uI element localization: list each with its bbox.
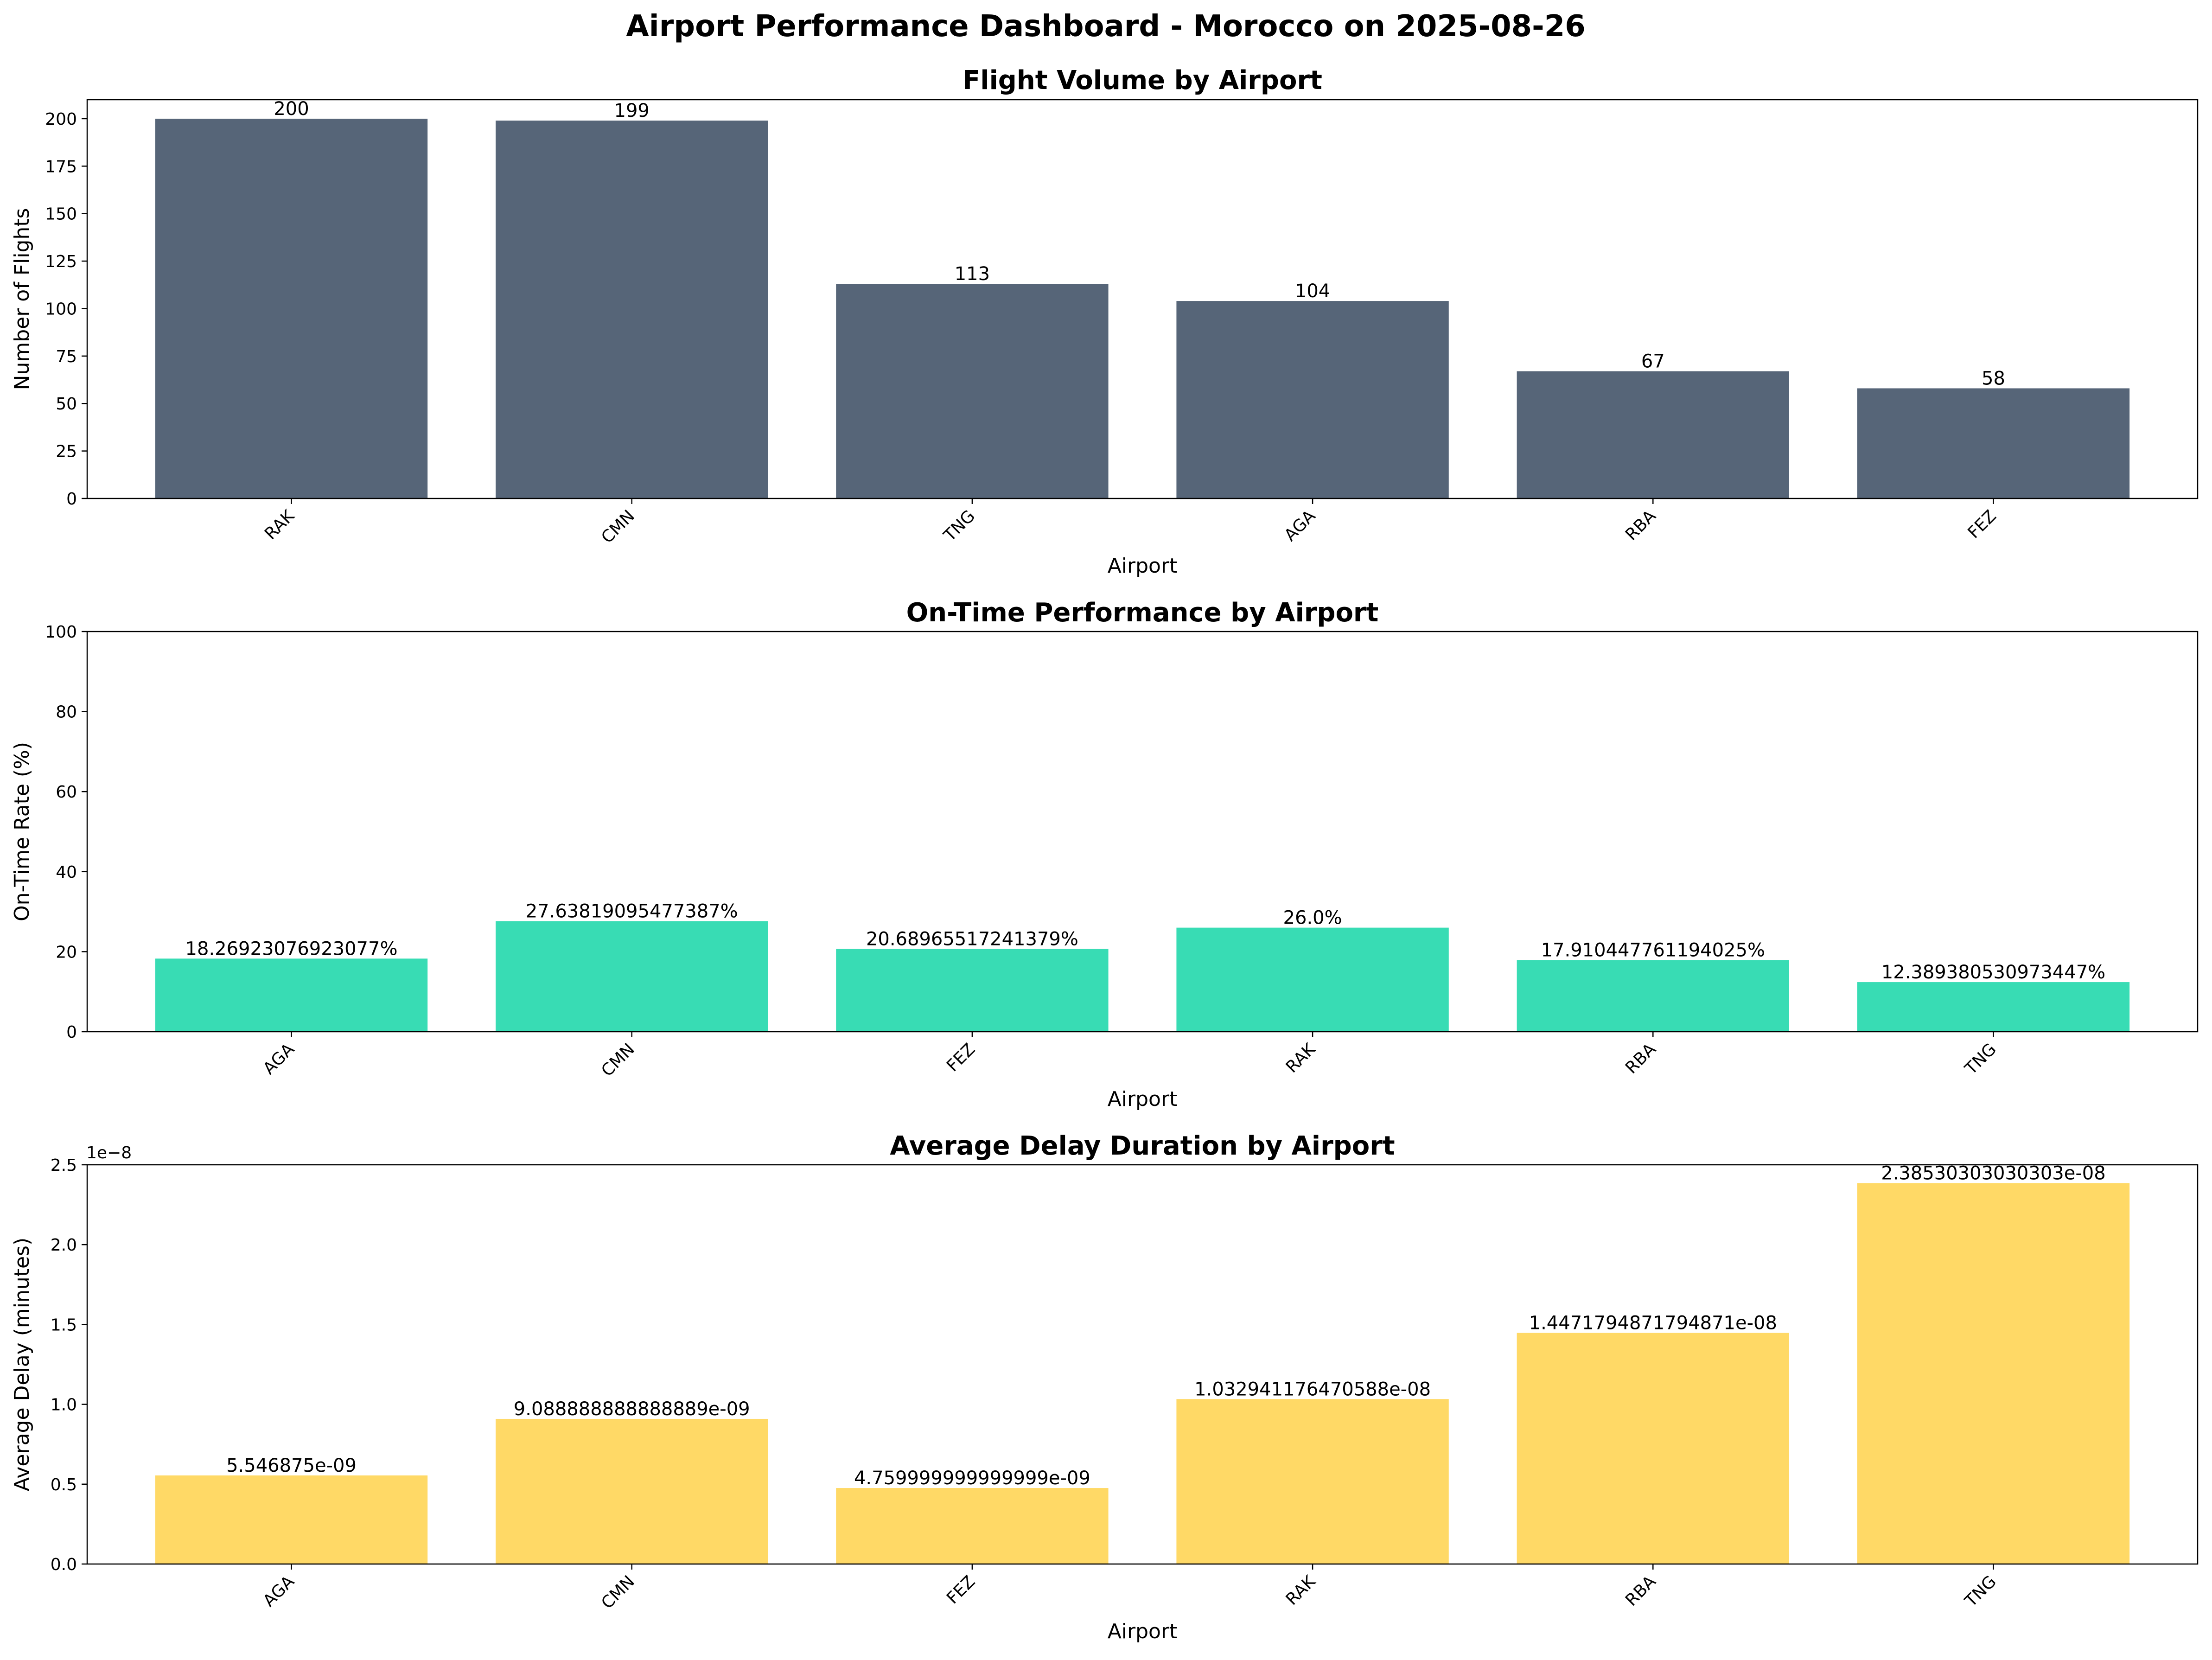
flight-volume-bar-rak (155, 118, 428, 498)
on-time-ytick-label: 40 (56, 863, 77, 882)
flight-volume-bar-tng (836, 284, 1109, 498)
avg-delay-offset-label: 1e−8 (86, 1143, 132, 1162)
flight-volume-ytick-label: 0 (66, 490, 77, 509)
on-time-xaxis-label: Airport (1108, 1087, 1178, 1111)
flight-volume-data-label: 113 (955, 263, 990, 285)
avg-delay-data-label: 2.38530303030303e-08 (1881, 1163, 2105, 1184)
flight-volume-ytick-label: 175 (45, 157, 77, 176)
on-time-title: On-Time Performance by Airport (906, 598, 1379, 628)
avg-delay-bar-fez (836, 1488, 1109, 1564)
avg-delay-bar-rba (1517, 1333, 1789, 1564)
avg-delay-ytick-label: 1.5 (51, 1315, 77, 1334)
avg-delay-data-label: 1.4471794871794871e-08 (1529, 1313, 1777, 1334)
on-time-yaxis-label: On-Time Rate (%) (10, 742, 34, 921)
avg-delay-data-label: 1.032941176470588e-08 (1194, 1379, 1431, 1400)
on-time-data-label: 12.389380530973447% (1881, 962, 2105, 983)
on-time-bar-aga (155, 958, 428, 1032)
flight-volume-data-label: 58 (1982, 368, 2005, 389)
flight-volume-bar-fez (1857, 388, 2130, 498)
on-time-bar-fez (836, 949, 1109, 1032)
on-time-bar-tng (1857, 982, 2130, 1032)
avg-delay-ytick-label: 2.0 (51, 1236, 77, 1255)
flight-volume-data-label: 104 (1295, 281, 1330, 302)
avg-delay-axes-frame (86, 1164, 2199, 1565)
flight-volume-ytick-label: 150 (45, 205, 77, 224)
avg-delay-bar-aga (155, 1475, 428, 1564)
flight-volume-ytick-label: 125 (45, 252, 77, 271)
on-time-data-label: 20.68965517241379% (866, 928, 1078, 950)
avg-delay-yaxis-label: Average Delay (minutes) (10, 1238, 34, 1491)
flight-volume-title: Flight Volume by Airport (963, 65, 1322, 96)
avg-delay-data-label: 4.759999999999999e-09 (854, 1468, 1090, 1489)
on-time-axes-frame (86, 631, 2199, 1033)
on-time-ytick-label: 80 (56, 703, 77, 722)
flight-volume-ytick-label: 50 (56, 395, 77, 414)
avg-delay-panel: Average Delay Duration by Airport 5.54687… (10, 1131, 2199, 1643)
flight-volume-data-label: 200 (274, 98, 309, 120)
avg-delay-ytick-label: 1.0 (51, 1396, 77, 1415)
on-time-data-label: 18.26923076923077% (185, 938, 398, 959)
avg-delay-data-label: 9.088888888888889e-09 (514, 1398, 750, 1420)
flight-volume-xaxis-label: Airport (1108, 554, 1178, 578)
avg-delay-ytick-label: 2.5 (51, 1156, 77, 1175)
on-time-ytick-label: 0 (66, 1023, 77, 1042)
on-time-bar-rba (1517, 960, 1789, 1032)
on-time-ytick-label: 100 (45, 623, 77, 642)
flight-volume-bar-cmn (496, 121, 768, 498)
dashboard-title: Airport Performance Dashboard - Morocco … (626, 9, 1586, 44)
flight-volume-ytick-label: 100 (45, 300, 77, 319)
on-time-ytick-label: 60 (56, 783, 77, 802)
avg-delay-ytick-label: 0.0 (51, 1555, 77, 1574)
on-time-data-label: 27.63819095477387% (526, 900, 738, 922)
avg-delay-bar-rak (1176, 1399, 1449, 1564)
on-time-bar-cmn (496, 921, 768, 1032)
avg-delay-ytick-label: 0.5 (51, 1475, 77, 1494)
flight-volume-ytick-label: 200 (45, 110, 77, 129)
flight-volume-bar-rba (1517, 371, 1789, 498)
flight-volume-data-label: 67 (1641, 351, 1665, 372)
flight-volume-axes-frame (86, 99, 2199, 499)
flight-volume-data-label: 199 (614, 100, 650, 121)
avg-delay-bar-tng (1857, 1183, 2130, 1564)
flight-volume-bar-aga (1176, 301, 1449, 498)
on-time-data-label: 26.0% (1283, 907, 1342, 929)
flight-volume-panel: Flight Volume by Airport 200 199 113 104 67 58… (10, 65, 2199, 578)
avg-delay-bar-cmn (496, 1418, 768, 1564)
avg-delay-title: Average Delay Duration by Airport (890, 1131, 1395, 1161)
on-time-bar-rak (1176, 927, 1449, 1032)
flight-volume-ytick-label: 75 (56, 347, 77, 366)
avg-delay-xaxis-label: Airport (1108, 1620, 1178, 1643)
avg-delay-data-label: 5.546875e-09 (226, 1455, 357, 1476)
flight-volume-ytick-label: 25 (56, 442, 77, 461)
flight-volume-yaxis-label: Number of Flights (10, 208, 34, 390)
on-time-data-label: 17.910447761194025% (1541, 939, 1765, 961)
on-time-ytick-label: 20 (56, 943, 77, 962)
